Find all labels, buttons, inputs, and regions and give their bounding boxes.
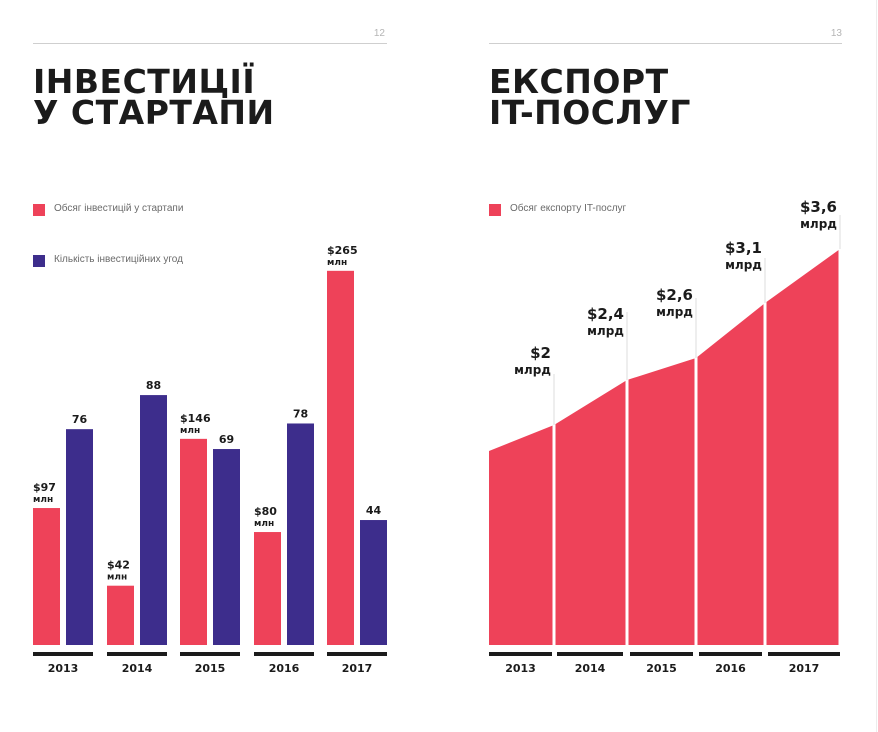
axis-segment bbox=[699, 652, 762, 656]
x-tick-label: 2015 bbox=[646, 662, 677, 675]
legend-item-investment-volume: Обсяг інвестицій у стартапи bbox=[33, 203, 189, 216]
bar-unit-label: млн bbox=[107, 573, 127, 583]
area-value-label: $2,4 bbox=[587, 305, 624, 323]
x-tick-label: 2015 bbox=[195, 662, 226, 675]
x-tick-label: 2016 bbox=[269, 662, 300, 675]
bar-investment-volume bbox=[33, 508, 60, 645]
axis-segment bbox=[254, 652, 314, 656]
x-tick-label: 2014 bbox=[122, 662, 153, 675]
bar-investment-volume bbox=[327, 270, 354, 645]
title-line-2: У СТАРТАПИ bbox=[33, 93, 275, 132]
x-tick-label: 2017 bbox=[342, 662, 373, 675]
left-page: 12 ІНВЕСТИЦІЇ У СТАРТАПИ Обсяг інвестиці… bbox=[33, 28, 387, 675]
legend-swatch-red bbox=[33, 204, 45, 216]
x-tick-label: 2014 bbox=[575, 662, 606, 675]
axis-segment bbox=[768, 652, 840, 656]
legend-item-export-volume: Обсяг експорту IT-послуг bbox=[489, 203, 645, 216]
bar-deal-count bbox=[287, 423, 314, 645]
right-page: 13 ЕКСПОРТ IT-ПОСЛУГ Обсяг експорту IT-п… bbox=[439, 0, 878, 732]
bar-value-label: $97 bbox=[33, 481, 56, 494]
area-value-label: $3,6 bbox=[800, 198, 837, 216]
bar-value-label: $146 bbox=[180, 412, 211, 425]
area-value-label: $3,1 bbox=[725, 239, 762, 257]
axis-segment bbox=[33, 652, 93, 656]
area-unit-label: млрд bbox=[514, 363, 551, 377]
x-tick-label: 2013 bbox=[505, 662, 536, 675]
page-number: 13 bbox=[830, 28, 842, 39]
bar-investment-volume bbox=[180, 438, 207, 645]
export-area-chart: $2млрд$2,4млрд$2,6млрд$3,1млрд$3,6млрд20… bbox=[489, 198, 842, 675]
bar-investment-volume bbox=[107, 585, 134, 645]
axis-segment bbox=[107, 652, 167, 656]
x-tick-label: 2013 bbox=[48, 662, 79, 675]
area-export-volume bbox=[489, 249, 840, 645]
axis-segment bbox=[327, 652, 387, 656]
bar-value-label: 76 bbox=[72, 413, 88, 426]
axis-segment bbox=[489, 652, 552, 656]
bar-value-label: 78 bbox=[293, 407, 308, 420]
investment-bar-chart: $97млн762013$42млн882014$146млн692015$80… bbox=[33, 244, 387, 675]
area-value-label: $2 bbox=[530, 344, 551, 362]
title-line-1: ІНВЕСТИЦІЇ bbox=[33, 62, 256, 101]
page-title: ІНВЕСТИЦІЇ У СТАРТАПИ bbox=[33, 62, 275, 132]
area-unit-label: млрд bbox=[656, 305, 693, 319]
area-unit-label: млрд bbox=[587, 324, 624, 338]
bar-unit-label: млн bbox=[33, 495, 53, 505]
x-tick-label: 2016 bbox=[715, 662, 746, 675]
title-line-2: IT-ПОСЛУГ bbox=[489, 93, 691, 132]
bar-deal-count bbox=[360, 520, 387, 645]
bar-deal-count bbox=[66, 429, 93, 645]
bar-value-label: 44 bbox=[366, 504, 382, 517]
bar-investment-volume bbox=[254, 532, 281, 645]
bar-unit-label: млн bbox=[180, 426, 200, 436]
top-rule bbox=[33, 43, 387, 44]
legend-item-deal-count: Кількість інвестиційних угод bbox=[33, 254, 189, 267]
page-title: ЕКСПОРТ IT-ПОСЛУГ bbox=[489, 62, 691, 132]
legend-label: Обсяг інвестицій у стартапи bbox=[54, 203, 184, 214]
legend-swatch-red bbox=[489, 204, 501, 216]
page-number: 12 bbox=[373, 28, 385, 39]
bar-value-label: $80 bbox=[254, 505, 277, 518]
page-edge-line bbox=[876, 0, 877, 732]
bar-unit-label: млн bbox=[254, 519, 274, 529]
area-value-label: $2,6 bbox=[656, 286, 693, 304]
axis-segment bbox=[180, 652, 240, 656]
bar-value-label: 88 bbox=[146, 379, 161, 392]
axis-segment bbox=[630, 652, 693, 656]
area-unit-label: млрд bbox=[725, 258, 762, 272]
bar-unit-label: млн bbox=[327, 258, 347, 268]
area-unit-label: млрд bbox=[800, 217, 837, 231]
legend-label: Обсяг експорту IT-послуг bbox=[510, 203, 627, 214]
legend-swatch-purple bbox=[33, 255, 45, 267]
bar-value-label: $42 bbox=[107, 559, 130, 572]
top-rule bbox=[489, 43, 842, 44]
axis-segment bbox=[557, 652, 623, 656]
bar-value-label: $265 bbox=[327, 244, 358, 257]
bar-value-label: 69 bbox=[219, 433, 234, 446]
title-line-1: ЕКСПОРТ bbox=[489, 62, 669, 101]
x-tick-label: 2017 bbox=[789, 662, 820, 675]
bar-deal-count bbox=[213, 449, 240, 645]
bar-deal-count bbox=[140, 395, 167, 645]
legend-label: Кількість інвестиційних угод bbox=[54, 254, 183, 265]
